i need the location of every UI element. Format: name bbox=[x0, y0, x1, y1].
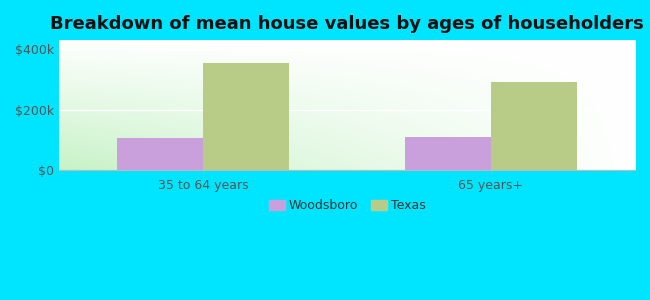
Bar bbox=[116, 139, 203, 170]
Bar bbox=[203, 63, 289, 170]
Title: Breakdown of mean house values by ages of householders: Breakdown of mean house values by ages o… bbox=[50, 15, 644, 33]
Bar bbox=[491, 82, 577, 170]
Bar bbox=[404, 137, 491, 170]
Legend: Woodsboro, Texas: Woodsboro, Texas bbox=[263, 193, 432, 219]
